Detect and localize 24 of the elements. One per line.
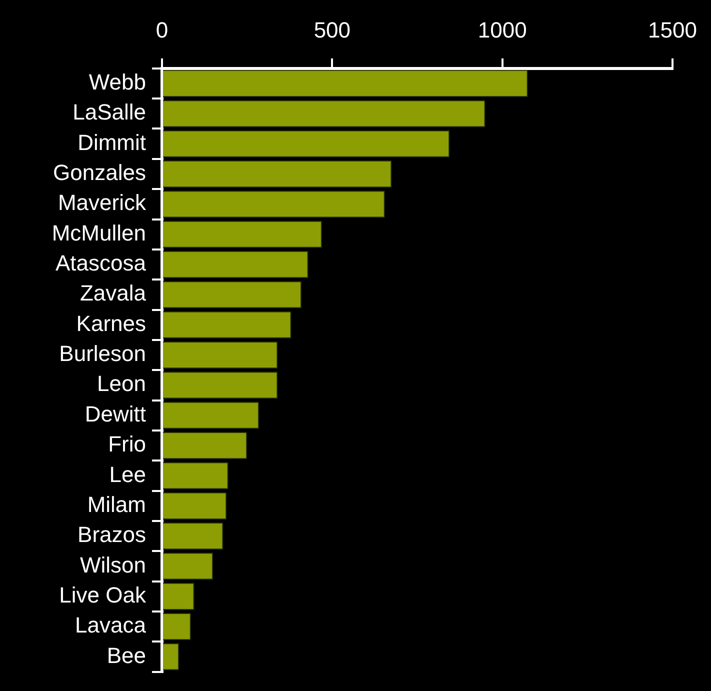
y-tick-label: Wilson: [80, 552, 146, 578]
y-tick-label: Lavaca: [75, 612, 147, 638]
x-tick-label: 1500: [648, 17, 698, 42]
y-tick-label: Dewitt: [84, 401, 146, 426]
x-tick-label: 0: [156, 17, 168, 42]
y-tick-label: Milam: [87, 492, 146, 517]
y-tick-label: Webb: [88, 70, 146, 95]
y-tick-label: Dimmit: [78, 130, 146, 155]
y-tick-label: LaSalle: [72, 100, 146, 125]
y-tick-label: Live Oak: [59, 582, 147, 608]
y-tick-label: Leon: [97, 371, 146, 396]
y-tick-label: Lee: [109, 462, 146, 487]
y-tick-label: Zavala: [80, 280, 147, 306]
y-tick-label: Burleson: [59, 341, 146, 366]
y-tick-label: McMullen: [52, 220, 146, 246]
x-tick-label: 500: [314, 17, 351, 42]
y-tick-label: Atascosa: [56, 250, 147, 276]
y-tick-label: Bee: [106, 642, 146, 668]
y-tick-label: Gonzales: [53, 160, 146, 186]
y-tick-label: Frio: [108, 432, 146, 457]
y-tick-label: Brazos: [78, 522, 146, 548]
x-tick-label: 1000: [478, 17, 527, 42]
y-tick-label: Maverick: [58, 190, 147, 216]
y-tick-label: Karnes: [76, 310, 146, 336]
